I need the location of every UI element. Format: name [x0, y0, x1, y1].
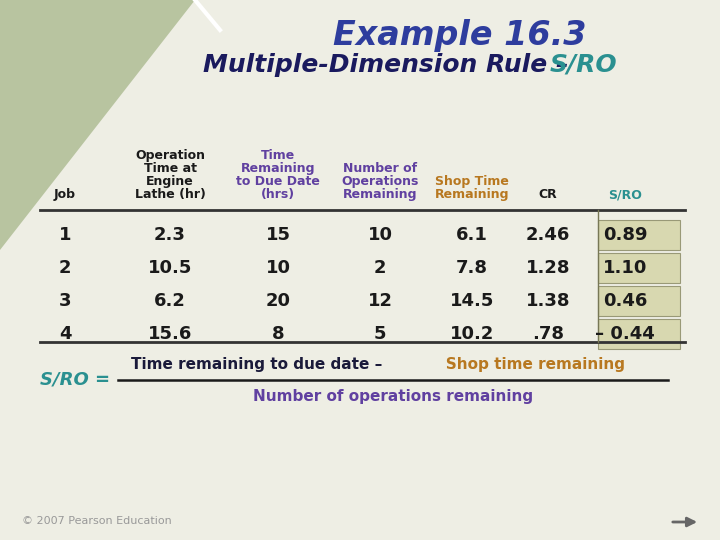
- Text: – 0.44: – 0.44: [595, 325, 655, 343]
- Text: 8: 8: [271, 325, 284, 343]
- Text: 2: 2: [59, 259, 71, 277]
- Text: .78: .78: [532, 325, 564, 343]
- Text: Example 16.3: Example 16.3: [333, 18, 587, 51]
- Text: (hrs): (hrs): [261, 188, 295, 201]
- Text: Multiple-Dimension Rule –: Multiple-Dimension Rule –: [203, 53, 577, 77]
- Text: 1.10: 1.10: [603, 259, 647, 277]
- Text: 2: 2: [374, 259, 386, 277]
- FancyBboxPatch shape: [598, 253, 680, 283]
- Text: Engine: Engine: [146, 175, 194, 188]
- Text: Remaining: Remaining: [240, 162, 315, 175]
- Text: © 2007 Pearson Education: © 2007 Pearson Education: [22, 516, 172, 526]
- Text: to Due Date: to Due Date: [236, 175, 320, 188]
- Text: 4: 4: [59, 325, 71, 343]
- Text: 10: 10: [367, 226, 392, 244]
- Text: 1.28: 1.28: [526, 259, 570, 277]
- Text: Lathe (hr): Lathe (hr): [135, 188, 205, 201]
- FancyBboxPatch shape: [598, 220, 680, 250]
- Text: 7.8: 7.8: [456, 259, 488, 277]
- Text: 15.6: 15.6: [148, 325, 192, 343]
- Text: 6.2: 6.2: [154, 292, 186, 310]
- Text: 5: 5: [374, 325, 386, 343]
- Text: 0.89: 0.89: [603, 226, 647, 244]
- FancyBboxPatch shape: [598, 286, 680, 316]
- Text: Shop time remaining: Shop time remaining: [388, 356, 625, 372]
- Text: 10.5: 10.5: [148, 259, 192, 277]
- Text: 12: 12: [367, 292, 392, 310]
- Text: 0.46: 0.46: [603, 292, 647, 310]
- Text: 10: 10: [266, 259, 290, 277]
- Text: Remaining: Remaining: [343, 188, 418, 201]
- Text: Number of operations remaining: Number of operations remaining: [253, 388, 533, 403]
- Text: 20: 20: [266, 292, 290, 310]
- Text: CR: CR: [539, 188, 557, 201]
- Text: Remaining: Remaining: [435, 188, 509, 201]
- FancyBboxPatch shape: [598, 319, 680, 349]
- Text: Time: Time: [261, 149, 295, 162]
- Text: 2.46: 2.46: [526, 226, 570, 244]
- Polygon shape: [0, 0, 195, 250]
- Text: 3: 3: [59, 292, 71, 310]
- Text: Job: Job: [54, 188, 76, 201]
- Text: Number of: Number of: [343, 162, 417, 175]
- Text: Operations: Operations: [341, 175, 419, 188]
- Text: 14.5: 14.5: [450, 292, 494, 310]
- Text: Time remaining to due date –: Time remaining to due date –: [131, 356, 388, 372]
- Text: 6.1: 6.1: [456, 226, 488, 244]
- Text: 2.3: 2.3: [154, 226, 186, 244]
- Text: Time at: Time at: [143, 162, 197, 175]
- Text: S/RO: S/RO: [608, 188, 642, 201]
- Text: 10.2: 10.2: [450, 325, 494, 343]
- Text: 15: 15: [266, 226, 290, 244]
- Text: 1.38: 1.38: [526, 292, 570, 310]
- Text: Shop Time: Shop Time: [435, 175, 509, 188]
- Text: S/RO =: S/RO =: [40, 371, 110, 389]
- Text: S/RO: S/RO: [549, 53, 617, 77]
- Text: 1: 1: [59, 226, 71, 244]
- Text: Operation: Operation: [135, 149, 205, 162]
